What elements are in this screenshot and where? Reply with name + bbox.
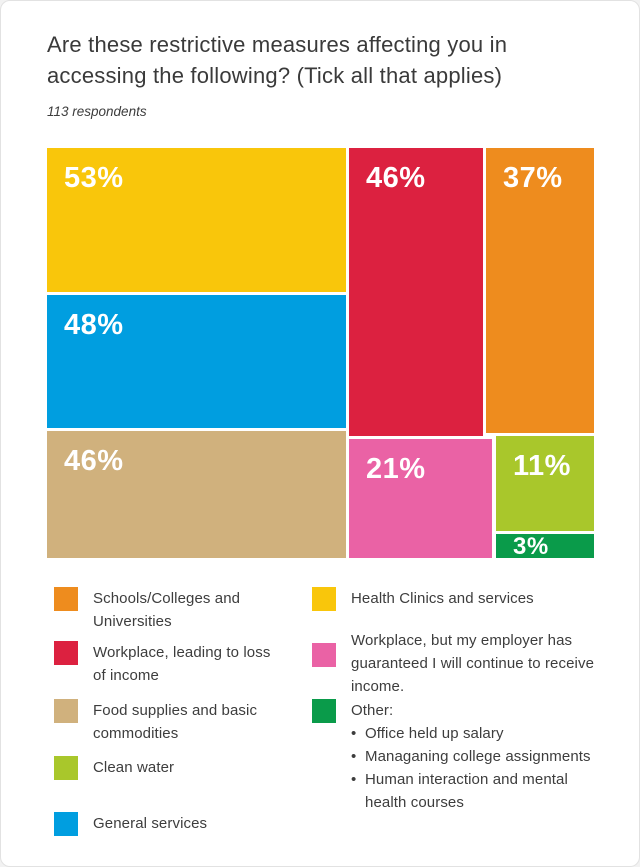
treemap-block-workplace-guaranteed: 21%	[349, 439, 492, 558]
legend-swatch-orange	[54, 587, 78, 611]
legend-item-clean-water: Clean water	[54, 756, 271, 780]
legend-label-workplace-loss: Workplace, leading to loss of income	[93, 644, 271, 684]
value-label-health-clinics: 53%	[64, 162, 124, 194]
value-label-food-supplies: 46%	[64, 445, 124, 477]
value-label-general-services: 48%	[64, 309, 124, 341]
other-bullet-3: Human interaction and mental health cour…	[351, 768, 606, 814]
legend-label-other: Other: Office held up salary Managaning …	[351, 699, 606, 814]
value-label-schools: 37%	[503, 162, 563, 194]
respondents-count: 113 respondents	[47, 104, 147, 119]
value-label-workplace-guaranteed: 21%	[366, 453, 426, 485]
value-label-clean-water: 11%	[513, 450, 571, 482]
legend-item-health-clinics: Health Clinics and services	[312, 587, 606, 611]
value-label-other: 3%	[513, 533, 549, 560]
other-bullet-2: Managaning college assignments	[351, 745, 606, 768]
treemap-block-other: 3%	[496, 533, 594, 560]
legend-label-general-services: General services	[93, 815, 208, 832]
legend-label-food-supplies: Food supplies and basic commodities	[93, 702, 258, 742]
legend-swatch-green	[312, 699, 336, 723]
legend-label-health-clinics: Health Clinics and services	[351, 590, 534, 607]
legend-swatch-pink	[312, 643, 336, 667]
chart-title: Are these restrictive measures affecting…	[47, 32, 508, 88]
legend-swatch-blue	[54, 812, 78, 836]
other-bullet-1: Office held up salary	[351, 722, 606, 745]
legend-swatch-tan	[54, 699, 78, 723]
legend-swatch-red	[54, 641, 78, 665]
value-label-workplace-loss: 46%	[366, 162, 426, 194]
legend-item-workplace-loss: Workplace, leading to loss of income	[54, 641, 271, 687]
treemap-block-workplace-loss: 46%	[349, 148, 483, 436]
treemap-block-clean-water: 11%	[496, 436, 594, 531]
treemap-chart: 53% 48% 46% 46% 37% 21% 11% 3%	[47, 148, 594, 560]
legend-label-other-heading: Other:	[351, 702, 394, 719]
legend-item-general-services: General services	[54, 812, 271, 836]
legend-swatch-yellow-green	[54, 756, 78, 780]
legend-item-food-supplies: Food supplies and basic commodities	[54, 699, 271, 745]
legend-item-workplace-guaranteed: Workplace, but my employer has guarantee…	[312, 629, 606, 698]
legend-label-schools: Schools/Colleges and Universities	[93, 590, 241, 630]
treemap-block-schools: 37%	[486, 148, 594, 433]
other-bullet-list: Office held up salary Managaning college…	[351, 722, 606, 814]
treemap-block-general-services: 48%	[47, 295, 346, 428]
treemap-block-food-supplies: 46%	[47, 431, 346, 558]
legend-item-other: Other: Office held up salary Managaning …	[312, 699, 606, 814]
legend-item-schools: Schools/Colleges and Universities	[54, 587, 271, 633]
legend-swatch-yellow	[312, 587, 336, 611]
legend-label-workplace-guaranteed: Workplace, but my employer has guarantee…	[351, 632, 595, 695]
legend-label-clean-water: Clean water	[93, 759, 175, 776]
treemap-block-health-clinics: 53%	[47, 148, 346, 292]
